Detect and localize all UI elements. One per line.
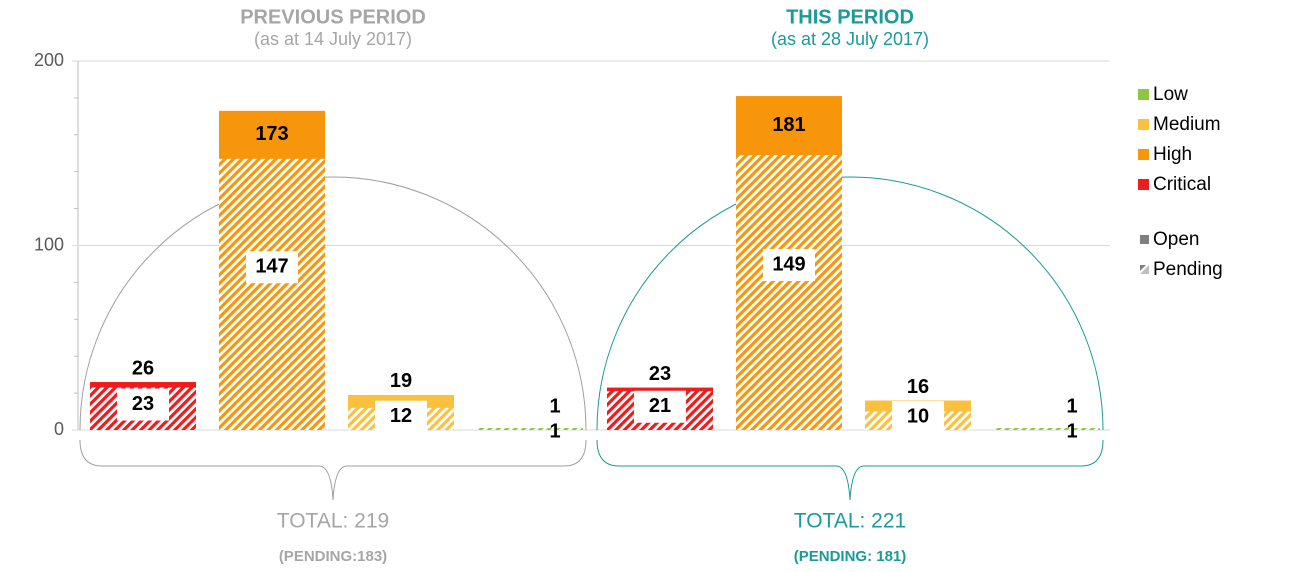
pending-value-label: 147	[255, 256, 288, 278]
total-label: TOTAL: 221	[794, 510, 906, 533]
period-subtitle: (as at 14 July 2017)	[254, 29, 412, 49]
pending-value-label: 1	[1066, 420, 1077, 442]
pending-label-box	[892, 401, 944, 433]
y-tick-label: 0	[54, 419, 64, 439]
pending-label-box	[763, 249, 815, 282]
brace	[79, 439, 587, 501]
pending-value-label: 21	[649, 395, 671, 417]
legend-label: Critical	[1153, 174, 1211, 195]
pending-bar	[736, 155, 842, 430]
y-tick-label: 200	[34, 50, 64, 70]
pending-value-label: 23	[132, 393, 154, 415]
pending-value-label: 1	[549, 420, 560, 442]
total-value-label: 1	[1066, 395, 1077, 417]
period-title: THIS PERIOD	[786, 6, 914, 28]
pending-total-label: (PENDING: 181)	[794, 548, 907, 565]
pending-value-label: 149	[772, 253, 805, 275]
legend-label: Pending	[1153, 259, 1223, 280]
pending-label-box	[634, 390, 686, 423]
legend-swatch	[1138, 89, 1149, 100]
period-title: PREVIOUS PERIOD	[240, 6, 426, 28]
pending-bar	[219, 158, 325, 430]
pending-value-label: 12	[390, 405, 412, 427]
arc	[596, 176, 1104, 431]
pending-label-box	[117, 388, 169, 421]
total-value-label: 173	[255, 123, 288, 145]
pending-total-label: (PENDING:183)	[279, 548, 387, 565]
pending-label-box	[246, 251, 298, 284]
legend-swatch	[1140, 265, 1146, 271]
legend-label: High	[1153, 144, 1192, 165]
legend-label: Medium	[1153, 114, 1221, 135]
legend-label: Open	[1153, 229, 1199, 250]
y-tick-label: 100	[34, 234, 64, 254]
legend-swatch	[1138, 119, 1149, 130]
pending-value-label: 10	[907, 405, 929, 427]
total-value-label: 16	[907, 376, 929, 398]
legend-swatch	[1140, 265, 1149, 274]
total-value-label: 19	[390, 370, 412, 392]
legend-swatch	[1138, 179, 1149, 190]
arc	[79, 176, 587, 431]
pending-label-box	[375, 400, 427, 433]
legend-swatch	[1140, 235, 1149, 244]
total-value-label: 23	[649, 363, 671, 385]
pending-bar	[994, 428, 1100, 430]
total-value-label: 26	[132, 357, 154, 379]
legend-swatch	[1138, 149, 1149, 160]
period-subtitle: (as at 28 July 2017)	[771, 29, 929, 49]
total-label: TOTAL: 219	[277, 510, 389, 533]
total-value-label: 181	[772, 114, 805, 136]
total-value-label: 1	[549, 395, 560, 417]
pending-bar	[477, 428, 583, 430]
brace	[596, 439, 1104, 501]
legend-label: Low	[1153, 84, 1188, 105]
